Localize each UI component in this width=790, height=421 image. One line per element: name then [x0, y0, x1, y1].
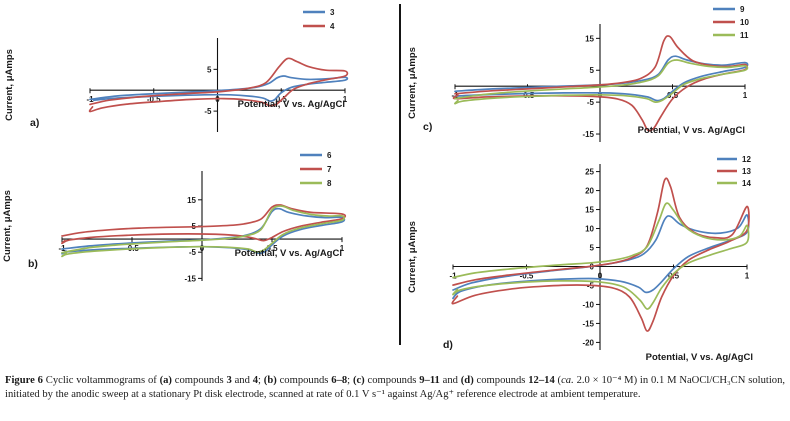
caption-segment: 4 — [252, 375, 259, 386]
y-axis-title: Current, μAmps — [2, 190, 13, 262]
y-tick-label: -10 — [582, 300, 594, 309]
cv-chart-d: -1 -0.5 0 0.5 12520151050-5-10-15-20121314Po… — [407, 155, 753, 363]
x-tick-label: -1 — [449, 271, 457, 280]
caption-segment: 12–14 — [528, 375, 555, 386]
legend-label: 9 — [740, 5, 745, 14]
legend-label: 6 — [327, 151, 332, 160]
y-tick-label: -15 — [582, 319, 594, 328]
y-tick-label: -15 — [184, 274, 196, 283]
panel-c: -1 -0.5 0 0.5 1 15 5 -5 -15 9 10 11 Potential, V vs.… — [405, 0, 790, 152]
y-tick-label: 5 — [590, 244, 595, 253]
cv-curve-3 — [89, 75, 349, 102]
x-tick-label: -0.5 — [147, 95, 161, 104]
panel-label: c) — [423, 121, 432, 133]
figure-caption: Figure 6 Cyclic voltammograms of (a) com… — [5, 374, 785, 402]
legend-label: 13 — [742, 167, 751, 176]
caption-segment: compounds — [276, 375, 332, 386]
x-axis-title: Potential, V vs. Ag/AgCl — [646, 352, 753, 363]
caption-segment: 3 — [226, 375, 232, 386]
x-tick-label: 0 — [200, 244, 205, 253]
caption-segment: ; — [347, 375, 353, 386]
y-tick-label: -15 — [582, 130, 594, 139]
y-tick-label: -5 — [204, 107, 212, 116]
y-tick-label: -5 — [587, 98, 595, 107]
legend-label: 4 — [330, 22, 335, 31]
x-tick-label: 0.5 — [266, 244, 278, 253]
cv-curve-4 — [88, 57, 349, 113]
y-tick-label: 15 — [187, 196, 196, 205]
y-axis-title: Current, μAmps — [407, 221, 418, 293]
y-tick-label: 15 — [585, 34, 594, 43]
legend-label: 11 — [740, 31, 749, 40]
caption-segment: ; — [258, 375, 264, 386]
panel-label: a) — [30, 117, 39, 129]
x-tick-label: 1 — [743, 91, 748, 100]
x-tick-label: 0 — [598, 91, 603, 100]
y-tick-label: 10 — [585, 225, 594, 234]
cv-curve-7 — [61, 204, 347, 245]
y-tick-label: 20 — [585, 187, 594, 196]
column-divider-line — [399, 4, 401, 345]
y-tick-label: 5 — [590, 66, 595, 75]
legend-label: 8 — [327, 179, 332, 188]
caption-segment: and — [231, 375, 253, 386]
cv-curve-14 — [452, 202, 750, 310]
caption-segment: compounds — [364, 375, 420, 386]
cv-curve-13 — [451, 177, 750, 332]
legend-label: 10 — [740, 18, 749, 27]
x-tick-label: 0 — [215, 95, 220, 104]
caption-segment: compounds — [171, 375, 227, 386]
caption-segment: 6–8 — [331, 375, 348, 386]
caption-segment: compounds — [473, 375, 529, 386]
caption-segment: 2.0 × 10⁻⁴ M) in 0.1 M NaOCl/CH₃CN solut… — [5, 375, 786, 400]
y-tick-label: -20 — [582, 338, 594, 347]
cv-curve-11 — [454, 59, 749, 105]
y-tick-label: -5 — [189, 248, 197, 257]
x-tick-label: 1 — [343, 95, 348, 104]
legend-label: 12 — [742, 155, 751, 164]
caption-segment: 9–11 — [419, 375, 440, 386]
caption-segment: ca. — [561, 375, 574, 386]
x-tick-label: -0.5 — [520, 271, 534, 280]
legend-label: 3 — [330, 8, 335, 17]
caption-segment: ( — [554, 375, 562, 386]
x-axis-title: Potential, V vs. Ag/AgCl — [235, 248, 342, 259]
caption-segment: (d) — [460, 375, 474, 386]
caption-segment: (a) — [159, 375, 172, 386]
x-axis-title: Potential, V vs. Ag/AgCl — [238, 99, 345, 110]
caption-segment: (b) — [263, 375, 277, 386]
panel-b: -1 -0.5 0 0.5 1 15 5 -5 -15 6 7 8 Potential, V vs. A… — [0, 145, 390, 287]
panel-label: d) — [443, 339, 453, 351]
y-tick-label: 15 — [585, 206, 594, 215]
y-tick-label: 25 — [585, 168, 594, 177]
caption-segment: and — [439, 375, 461, 386]
cv-curve-8 — [61, 205, 346, 258]
panel-label: b) — [28, 258, 38, 270]
legend-label: 7 — [327, 165, 332, 174]
y-axis-title: Current, μAmps — [4, 49, 15, 121]
y-tick-label: 5 — [207, 65, 212, 74]
x-tick-label: 0 — [598, 271, 603, 280]
x-tick-label: 1 — [340, 244, 345, 253]
legend-label: 14 — [742, 179, 751, 188]
panel-a: -1 -0.5 0 0.5 1 5 -5 3 4 Potential, V vs. Ag/AgCl… — [0, 0, 390, 143]
panel-d: -1 -0.5 0 0.5 1 25 20 15 10 5 0 -5 -10 -15 -20 12 13 14 Po… — [405, 150, 790, 370]
x-tick-label: 1 — [745, 271, 750, 280]
caption-segment: (c) — [352, 375, 365, 386]
x-tick-label: 0.5 — [667, 91, 679, 100]
x-axis-title: Potential, V vs. Ag/AgCl — [638, 125, 745, 136]
caption-segment: Figure 6 — [5, 375, 43, 386]
y-axis-title: Current, μAmps — [407, 47, 418, 119]
caption-segment: Cyclic voltammograms of — [42, 375, 160, 386]
